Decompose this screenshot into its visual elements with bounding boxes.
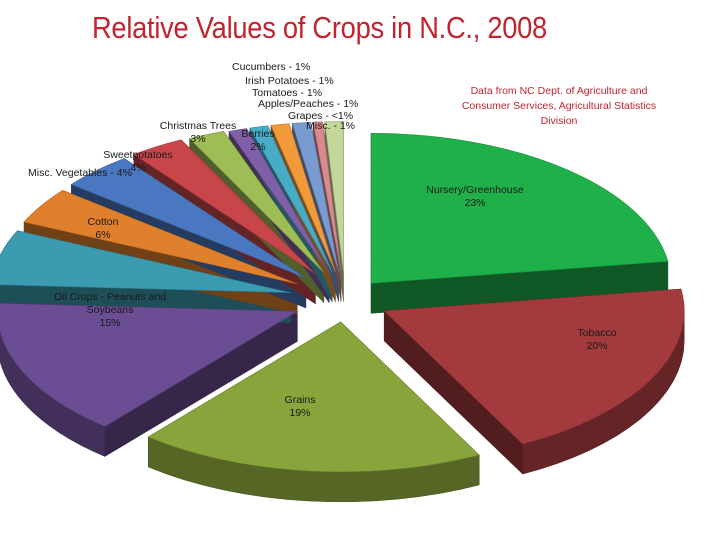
pie-slice — [312, 121, 342, 272]
pie-slice — [0, 303, 299, 427]
pie-slice — [383, 288, 685, 445]
slice-value-label: 20% — [586, 340, 607, 352]
slice-value-label: 23% — [464, 197, 485, 209]
pie-slice — [188, 130, 325, 273]
slice-value-label: 15% — [99, 317, 120, 329]
pie-tops — [0, 121, 685, 473]
pie-slice — [370, 133, 669, 284]
pie-slice — [147, 321, 480, 473]
slice-label: Misc. - 1% — [306, 120, 355, 132]
pie-slice — [249, 125, 333, 273]
slice-value-label: 3% — [190, 133, 205, 145]
slice-value-label: 4% — [130, 162, 145, 174]
slice-label: Apples/Peaches - 1% — [258, 98, 358, 110]
slice-label: Irish Potatoes - 1% — [245, 75, 334, 87]
slice-name-label: Grains — [285, 394, 316, 406]
source-note: Data from NC Dept. of Agriculture and Co… — [461, 85, 657, 127]
slice-label: Misc. Vegetables - 4% — [28, 167, 132, 179]
pie-slice — [0, 230, 291, 293]
slice-label: Grapes - <1% — [288, 110, 353, 122]
slice-name-label: Oil Crops - Peanuts and Soybeans — [54, 291, 166, 316]
slice-label: Tomatoes - 1% — [252, 87, 322, 99]
slice-label: Cucumbers - 1% — [232, 61, 310, 73]
slice-name-label: Nursery/Greenhouse — [426, 184, 524, 196]
pie-slice — [23, 190, 298, 285]
slice-name-label: Sweetpotatoes — [103, 149, 172, 161]
slice-value-label: 19% — [289, 407, 310, 419]
pie-slice — [133, 139, 316, 275]
pie-slice — [291, 121, 339, 272]
slice-name-label: Berries — [241, 128, 274, 140]
slice-name-label: Tobacco — [577, 327, 616, 339]
slice-name-label: Cotton — [88, 216, 119, 228]
chart-title: Relative Values of Crops in N.C., 2008 — [92, 10, 547, 45]
slice-value-label: 2% — [250, 141, 265, 153]
slice-value-label: 6% — [95, 229, 110, 241]
slice-name-label: Christmas Trees — [160, 120, 236, 132]
pie-slice — [70, 158, 307, 279]
pie-slice — [324, 121, 344, 272]
pie-slice — [228, 128, 330, 273]
pie-slice — [270, 123, 336, 273]
